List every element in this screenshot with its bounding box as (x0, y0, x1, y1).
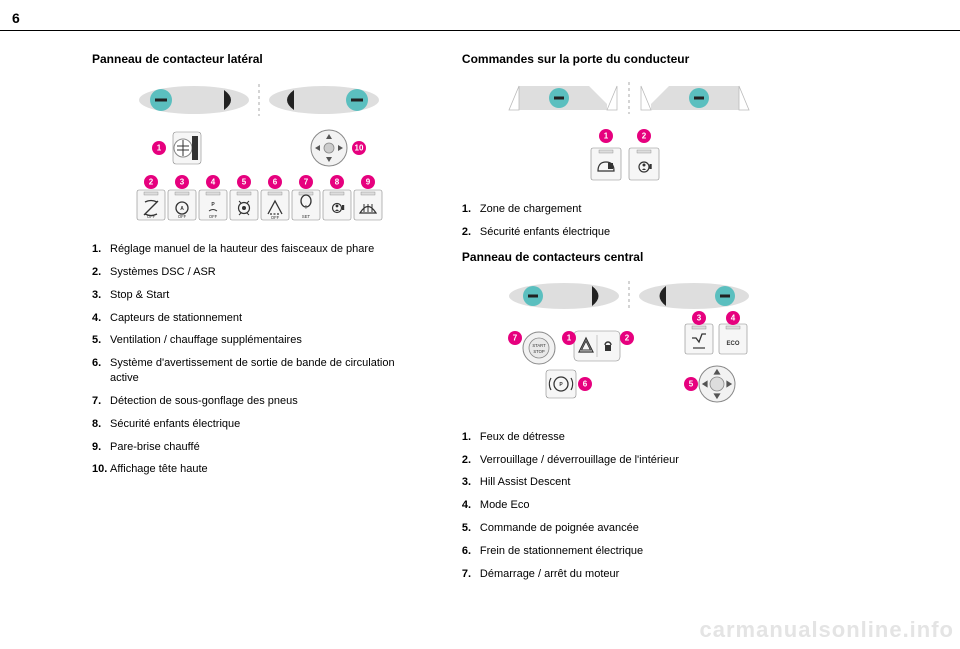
svg-text:OFF: OFF (271, 215, 280, 220)
svg-text:4: 4 (211, 178, 216, 187)
svg-text:2: 2 (149, 178, 154, 187)
columns: Panneau de contacteur latéral (92, 52, 932, 590)
svg-text:7: 7 (513, 333, 518, 342)
left-title: Panneau de contacteur latéral (92, 52, 426, 66)
figure-door-controls: 1 2 (499, 78, 759, 188)
list-item: 3.Hill Assist Descent (462, 475, 796, 490)
list-item: 2.Verrouillage / déverrouillage de l'int… (462, 453, 796, 468)
svg-text:4: 4 (731, 313, 736, 322)
list-item: 6.Frein de stationnement électrique (462, 544, 796, 559)
svg-text:2: 2 (642, 132, 647, 141)
svg-text:8: 8 (335, 178, 340, 187)
manual-page: 6 Panneau de contacteur latéral (0, 0, 960, 649)
svg-text:OFF: OFF (209, 214, 218, 219)
list-item: 4.Capteurs de stationnement (92, 311, 426, 326)
svg-text:1: 1 (567, 333, 572, 342)
svg-text:6: 6 (273, 178, 278, 187)
svg-text:A: A (180, 206, 184, 212)
list-item: 1.Réglage manuel de la hauteur des faisc… (92, 242, 426, 257)
list-item: 1.Feux de détresse (462, 430, 796, 445)
figure-side-panel: 1 10 OFF (129, 78, 389, 228)
right-bottom-title: Panneau de contacteurs central (462, 250, 796, 264)
svg-text:3: 3 (180, 178, 185, 187)
list-item: 4.Mode Eco (462, 498, 796, 513)
badge-10: 10 (355, 144, 364, 153)
list-item: 1.Zone de chargement (462, 202, 796, 217)
svg-text:2: 2 (625, 333, 630, 342)
svg-text:9: 9 (366, 178, 371, 187)
svg-text:7: 7 (304, 178, 309, 187)
list-item: 5.Commande de poignée avancée (462, 521, 796, 536)
left-column: Panneau de contacteur latéral (92, 52, 426, 590)
svg-text:6: 6 (583, 379, 588, 388)
right-top-list: 1.Zone de chargement 2.Sécurité enfants … (462, 202, 796, 240)
svg-text:START: START (532, 343, 546, 348)
svg-text:3: 3 (697, 313, 702, 322)
list-item: 2.Systèmes DSC / ASR (92, 265, 426, 280)
list-item: 6.Système d'avertissement de sortie de b… (92, 356, 426, 386)
watermark: carmanualsonline.info (700, 617, 955, 643)
list-item: 8.Sécurité enfants électrique (92, 417, 426, 432)
svg-text:SET: SET (302, 214, 311, 219)
svg-text:5: 5 (242, 178, 247, 187)
page-number: 6 (12, 10, 20, 26)
right-gutter (832, 52, 932, 590)
badge-1: 1 (157, 144, 162, 153)
right-bottom-list: 1.Feux de détresse 2.Verrouillage / déve… (462, 430, 796, 582)
svg-text:1: 1 (604, 132, 609, 141)
svg-text:STOP: STOP (533, 349, 545, 354)
button-row: OFF AOFF POFF OFF !SET 2 3 4 5 (137, 175, 382, 220)
list-item: 10.Affichage tête haute (92, 462, 426, 477)
list-item: 2.Sécurité enfants électrique (462, 225, 796, 240)
header-rule (0, 30, 960, 31)
list-item: 3.Stop & Start (92, 288, 426, 303)
svg-text:OFF: OFF (147, 214, 156, 219)
svg-text:ECO: ECO (726, 341, 739, 347)
svg-text:5: 5 (689, 379, 694, 388)
list-item: 7.Détection de sous-gonflage des pneus (92, 394, 426, 409)
list-item: 7.Démarrage / arrêt du moteur (462, 567, 796, 582)
list-item: 9.Pare-brise chauffé (92, 440, 426, 455)
left-list: 1.Réglage manuel de la hauteur des faisc… (92, 242, 426, 477)
right-column: Commandes sur la porte du conducteur (462, 52, 796, 590)
list-item: 5.Ventilation / chauffage supplémentaire… (92, 333, 426, 348)
figure-central-panel: STARTSTOP 7 1 2 P (499, 276, 759, 416)
svg-text:OFF: OFF (178, 214, 187, 219)
right-top-title: Commandes sur la porte du conducteur (462, 52, 796, 66)
